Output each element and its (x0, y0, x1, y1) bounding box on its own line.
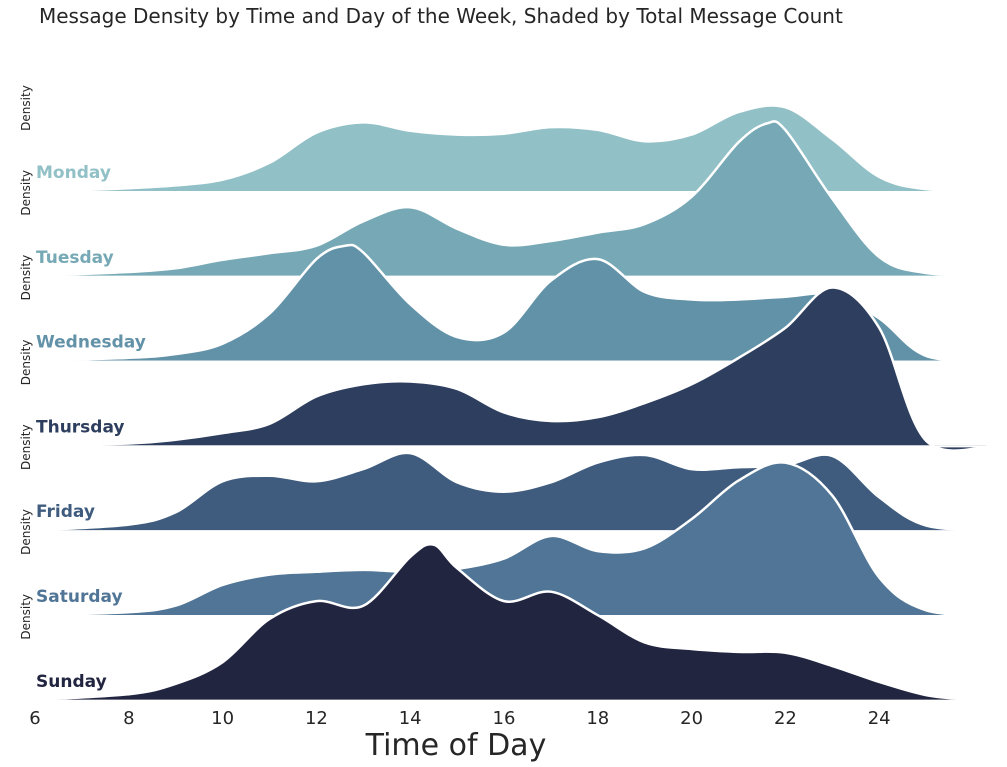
ridge-area-tuesday (35, 121, 997, 276)
y-axis-label: Density (19, 170, 33, 216)
y-axis-label: Density (19, 594, 33, 640)
ridge-sunday: Sunday Density (8, 543, 998, 702)
ridge-area-saturday (35, 462, 997, 615)
x-tick-label: 22 (774, 708, 797, 729)
day-label-thursday: Thursday (36, 417, 125, 437)
day-label-tuesday: Tuesday (36, 248, 114, 268)
ridge-saturday: Saturday Density (8, 461, 998, 617)
y-axis-label: Density (19, 340, 33, 386)
day-label-sunday: Sunday (36, 672, 107, 692)
ridge-tuesday: Tuesday Density (8, 120, 998, 278)
ridge-thursday: Thursday Density (8, 286, 998, 452)
x-tick-label: 20 (680, 708, 703, 729)
day-label-wednesday: Wednesday (36, 333, 146, 353)
ridge-outline-monday (34, 104, 997, 193)
ridge-outline-sunday (34, 543, 997, 702)
ridge-outline-tuesday (34, 120, 997, 278)
ridge-area-monday (35, 105, 997, 191)
x-tick-label: 18 (586, 708, 609, 729)
ridge-area-thursday (35, 287, 997, 451)
y-axis-label: Density (19, 255, 33, 301)
ridge-outline-saturday (34, 461, 997, 617)
x-axis-label: Time of Day (365, 728, 547, 763)
x-tick-label: 24 (868, 708, 891, 729)
x-axis: 6 8 10 12 14 16 18 20 22 24 (29, 708, 890, 729)
ridge-wednesday: Wednesday Density (8, 243, 998, 363)
y-axis-label: Density (19, 85, 33, 131)
y-axis-label: Density (19, 424, 33, 470)
x-tick-label: 8 (123, 708, 134, 729)
ridge-area-sunday (35, 544, 997, 701)
x-tick-label: 10 (211, 708, 234, 729)
ridge-outline-friday (34, 451, 997, 532)
day-label-monday: Monday (36, 163, 111, 183)
x-tick-label: 16 (493, 708, 516, 729)
x-tick-label: 12 (305, 708, 328, 729)
day-label-saturday: Saturday (36, 587, 123, 607)
ridges: MondayDensityTuesdayDensityWednesdayDens… (8, 85, 998, 702)
ridge-area-wednesday (35, 244, 997, 361)
x-tick-label: 6 (29, 708, 40, 729)
ridge-monday: Monday Density (8, 85, 998, 193)
ridge-outline-thursday (34, 286, 997, 452)
day-label-friday: Friday (36, 502, 95, 522)
x-tick-label: 14 (399, 708, 422, 729)
y-axis-label: Density (19, 509, 33, 555)
chart-title: Message Density by Time and Day of the W… (39, 4, 843, 28)
